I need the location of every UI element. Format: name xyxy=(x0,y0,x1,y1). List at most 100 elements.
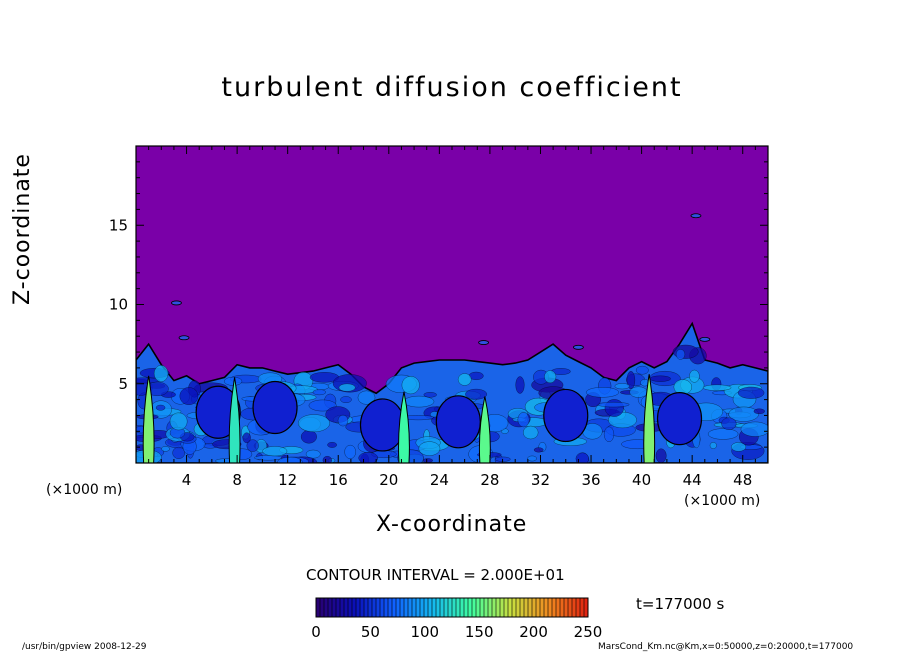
colorbar-tick-label: 250 xyxy=(574,623,603,641)
turbulence-blob xyxy=(702,384,732,391)
x-tick-label: 48 xyxy=(733,471,752,489)
colorbar-cell xyxy=(540,598,545,617)
turbulence-blob xyxy=(172,446,186,459)
high-value-streak xyxy=(228,377,241,463)
turbulence-texture xyxy=(136,344,768,463)
colorbar-cell xyxy=(548,598,553,617)
y-axis-label: Z-coordinate xyxy=(10,153,36,305)
colorbar-tick-label: 50 xyxy=(361,623,380,641)
high-value-streak xyxy=(398,391,410,463)
footer-left: /usr/bin/gpview 2008-12-29 xyxy=(22,642,147,652)
colorbar-cell xyxy=(396,598,401,617)
x-tick-label: 28 xyxy=(480,471,499,489)
eddy-core xyxy=(435,395,481,449)
colorbar-cell xyxy=(436,598,441,617)
x-axis-unit-right: (×1000 m) xyxy=(684,493,761,509)
colorbar-tick-label: 0 xyxy=(311,623,321,641)
x-axis-unit-left: (×1000 m) xyxy=(46,482,123,498)
turbulence-blob xyxy=(649,375,671,382)
colorbar-cell xyxy=(488,598,493,617)
colorbar-cell xyxy=(348,598,353,617)
colorbar-cell xyxy=(468,598,473,617)
colorbar-cell xyxy=(344,598,349,617)
chart-title: turbulent diffusion coefficient xyxy=(221,72,683,103)
colorbar-cell xyxy=(536,598,541,617)
turbulence-blob xyxy=(357,390,376,405)
turbulence-blob xyxy=(277,456,303,463)
colorbar-cell xyxy=(564,598,569,617)
turbulence-blob xyxy=(327,441,337,448)
colorbar-cell xyxy=(324,598,329,617)
turbulence-blob xyxy=(544,370,557,384)
colorbar-cell xyxy=(336,598,341,617)
turbulence-blob xyxy=(673,379,693,395)
isolated-patch xyxy=(171,300,182,306)
colorbar-cell xyxy=(560,598,565,617)
turbulence-blob xyxy=(707,428,739,440)
colorbar-cell xyxy=(352,598,357,617)
colorbar-cell xyxy=(368,598,373,617)
isolated-patch xyxy=(690,213,702,219)
colorbar-cell xyxy=(360,598,365,617)
colorbar-cell xyxy=(572,598,577,617)
isolated-patch xyxy=(478,340,490,345)
turbulence-blob xyxy=(300,430,317,444)
isolated-patch xyxy=(178,335,190,341)
colorbar-cell xyxy=(388,598,393,617)
x-tick-label: 44 xyxy=(683,471,702,489)
x-tick-label: 4 xyxy=(182,471,192,489)
contour-interval-text: CONTOUR INTERVAL = 2.000E+01 xyxy=(306,566,565,584)
turbulence-blob xyxy=(731,442,747,452)
colorbar-cell xyxy=(464,598,469,617)
colorbar-cell xyxy=(380,598,385,617)
turbulence-blob xyxy=(344,444,357,459)
turbulence-blob xyxy=(527,455,537,462)
isolated-patch xyxy=(699,336,711,342)
turbulence-blob xyxy=(401,376,420,395)
colorbar-cell xyxy=(376,598,381,617)
turbulence-blob xyxy=(753,408,765,415)
colorbar-cell xyxy=(500,598,505,617)
colorbar-cell xyxy=(580,598,585,617)
colorbar-cell xyxy=(404,598,409,617)
colorbar-cell xyxy=(440,598,445,617)
turbulence-blob xyxy=(575,452,589,463)
turbulence-blob xyxy=(709,442,717,449)
eddy-core xyxy=(543,388,589,443)
turbulence-blob xyxy=(721,417,737,430)
turbulence-blob xyxy=(145,381,169,397)
colorbar-cell xyxy=(416,598,421,617)
x-tick-label: 40 xyxy=(632,471,651,489)
turbulence-blob xyxy=(737,386,765,399)
turbulence-blob xyxy=(517,412,530,428)
turbulence-blob xyxy=(308,399,337,412)
turbulence-blob xyxy=(155,404,166,411)
colorbar-cell xyxy=(568,598,573,617)
colorbar-cell xyxy=(532,598,537,617)
turbulence-blob xyxy=(465,388,488,400)
colorbar-cell xyxy=(544,598,549,617)
turbulence-blob xyxy=(337,414,349,427)
x-tick-label: 24 xyxy=(430,471,449,489)
colorbar-cell xyxy=(392,598,397,617)
colorbar-cell xyxy=(528,598,533,617)
x-tick-label: 16 xyxy=(329,471,348,489)
colorbar-cell xyxy=(320,598,325,617)
turbulence-blob xyxy=(169,412,188,431)
y-tick-label: 10 xyxy=(109,296,128,314)
x-tick-label: 12 xyxy=(278,471,297,489)
colorbar-cell xyxy=(460,598,465,617)
y-tick-label: 5 xyxy=(118,375,128,393)
colorbar-cell xyxy=(480,598,485,617)
colorbar-cell xyxy=(520,598,525,617)
colorbar-cell xyxy=(452,598,457,617)
turbulence-blob xyxy=(597,401,630,408)
turbulence-blob xyxy=(655,448,667,463)
colorbar-cell xyxy=(424,598,429,617)
colorbar-cell xyxy=(456,598,461,617)
turbulence-blob xyxy=(153,365,169,382)
x-tick-label: 20 xyxy=(379,471,398,489)
turbulence-blob xyxy=(246,439,259,452)
turbulence-blob xyxy=(522,425,539,440)
colorbar-tick-label: 200 xyxy=(519,623,548,641)
